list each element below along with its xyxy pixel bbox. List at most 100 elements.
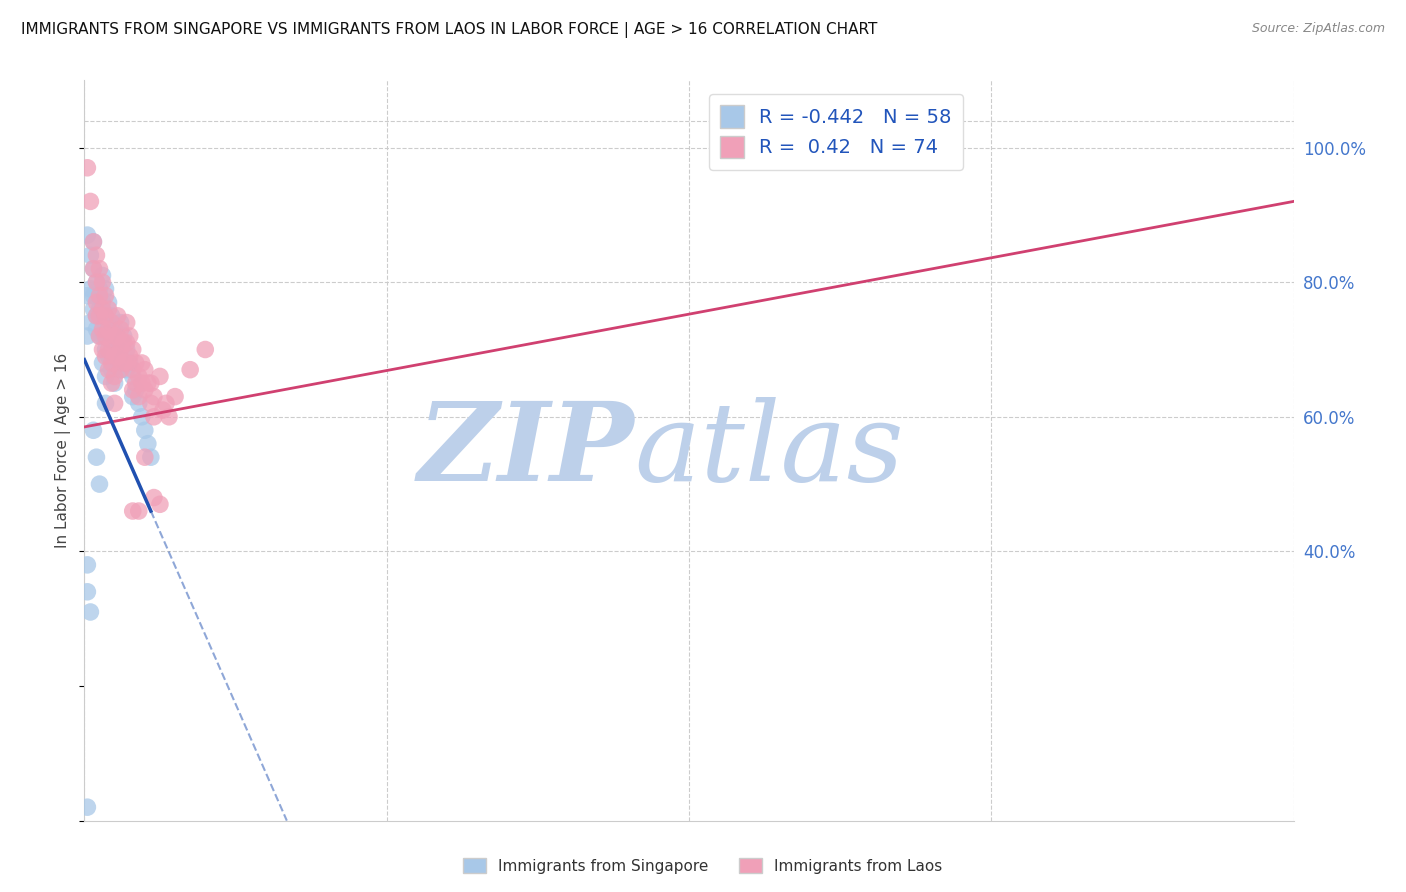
Point (100, 362, 122, 376)
Point (142, 390, 165, 404)
Point (121, 390, 143, 404)
Point (139, 450, 162, 465)
Point (107, 329, 129, 343)
Point (110, 343, 132, 357)
Point (104, 329, 127, 343)
Legend: Immigrants from Singapore, Immigrants from Laos: Immigrants from Singapore, Immigrants fr… (457, 852, 949, 880)
Point (149, 369, 172, 384)
Point (97, 322, 120, 336)
Point (76, 558, 98, 572)
Point (97, 295, 120, 310)
Point (82, 288, 104, 302)
Text: IMMIGRANTS FROM SINGAPORE VS IMMIGRANTS FROM LAOS IN LABOR FORCE | AGE > 16 CORR: IMMIGRANTS FROM SINGAPORE VS IMMIGRANTS … (21, 22, 877, 38)
Point (86, 295, 108, 310)
Point (82, 302, 104, 317)
Point (104, 396, 127, 410)
Point (79, 605, 101, 619)
Point (104, 349, 127, 363)
Point (86, 309, 108, 323)
Point (86, 309, 108, 323)
Point (139, 396, 162, 410)
Point (94, 369, 117, 384)
Point (142, 409, 165, 424)
Point (97, 349, 120, 363)
Point (91, 268, 114, 283)
Point (97, 302, 120, 317)
Point (107, 356, 129, 370)
Y-axis label: In Labor Force | Age > 16: In Labor Force | Age > 16 (55, 353, 72, 548)
Point (91, 275, 114, 289)
Point (112, 329, 135, 343)
Point (110, 362, 132, 376)
Point (100, 376, 122, 391)
Point (139, 376, 162, 391)
Point (97, 322, 120, 336)
Point (136, 436, 159, 450)
Point (76, 228, 98, 243)
Point (121, 343, 143, 357)
Point (91, 356, 114, 370)
Point (107, 309, 129, 323)
Point (112, 356, 135, 370)
Point (100, 335, 122, 350)
Legend: R = -0.442   N = 58, R =  0.42   N = 74: R = -0.442 N = 58, R = 0.42 N = 74 (709, 94, 963, 169)
Point (82, 261, 104, 276)
Point (97, 343, 120, 357)
Point (89, 477, 111, 491)
Point (121, 362, 143, 376)
Point (157, 409, 180, 424)
Point (94, 282, 117, 296)
Point (82, 235, 104, 249)
Point (100, 309, 122, 323)
Point (112, 335, 135, 350)
Point (79, 248, 101, 262)
Point (89, 261, 111, 276)
Point (121, 369, 143, 384)
Point (920, 140, 942, 154)
Point (94, 329, 117, 343)
Point (91, 343, 114, 357)
Point (110, 316, 132, 330)
Point (115, 362, 138, 376)
Point (152, 403, 174, 417)
Point (194, 343, 217, 357)
Point (134, 383, 156, 397)
Point (107, 349, 129, 363)
Point (149, 497, 172, 511)
Point (179, 362, 201, 376)
Point (125, 383, 148, 397)
Point (86, 322, 108, 336)
Point (155, 396, 177, 410)
Point (86, 450, 108, 465)
Point (91, 329, 114, 343)
Point (79, 316, 101, 330)
Point (100, 335, 122, 350)
Point (110, 343, 132, 357)
Point (86, 275, 108, 289)
Point (118, 356, 141, 370)
Point (97, 362, 120, 376)
Point (131, 356, 153, 370)
Point (104, 369, 127, 384)
Point (136, 376, 159, 391)
Point (110, 322, 132, 336)
Point (94, 288, 117, 302)
Point (118, 329, 141, 343)
Text: atlas: atlas (634, 397, 904, 504)
Point (121, 504, 143, 518)
Point (104, 376, 127, 391)
Point (76, 329, 98, 343)
Point (125, 376, 148, 391)
Point (115, 356, 138, 370)
Point (125, 356, 148, 370)
Point (128, 504, 150, 518)
Point (76, 584, 98, 599)
Point (142, 491, 165, 505)
Point (134, 450, 156, 465)
Point (165, 390, 187, 404)
Point (82, 423, 104, 437)
Point (89, 329, 111, 343)
Point (79, 282, 101, 296)
Point (107, 335, 129, 350)
Point (100, 356, 122, 370)
